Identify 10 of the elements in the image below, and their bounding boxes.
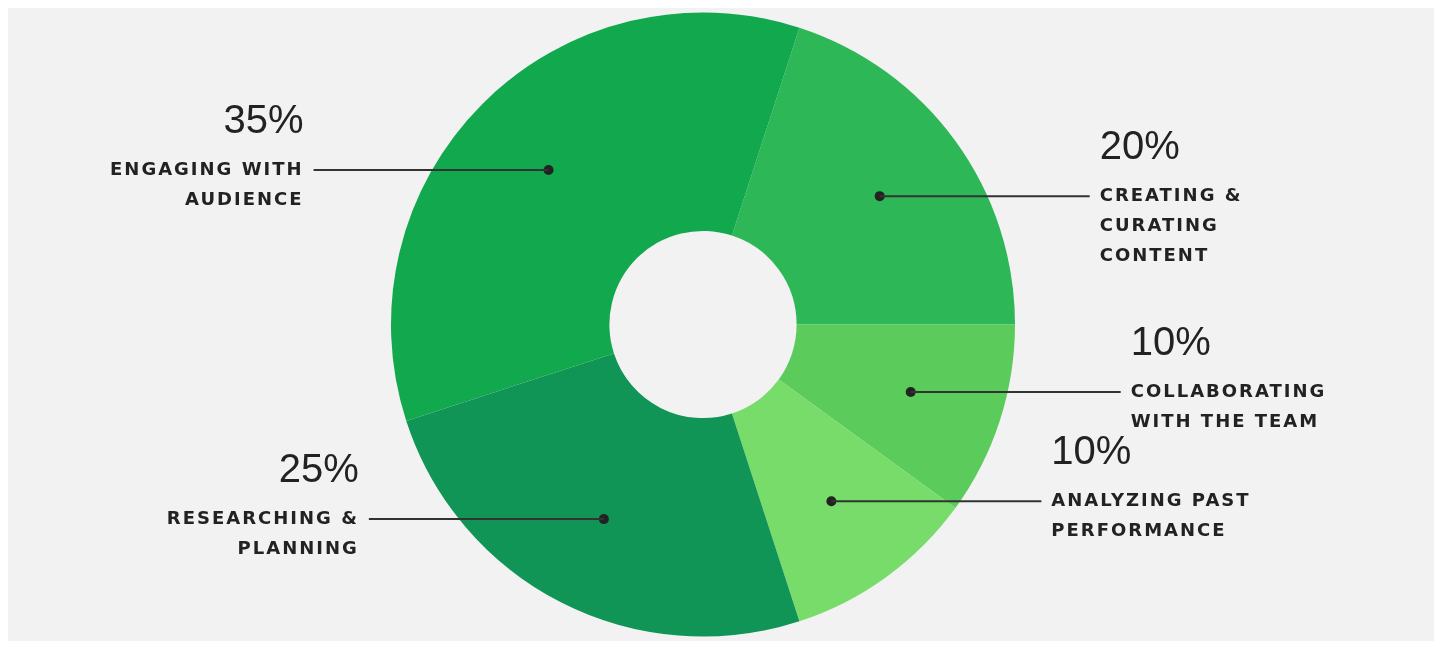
data-label: 35%	[223, 97, 304, 142]
data-label: 10%	[1130, 319, 1211, 364]
slice-label: COLLABORATING WITH THE TEAM	[1130, 379, 1327, 431]
slice-label: RESEARCHING & PLANNING	[166, 506, 359, 558]
data-label: 20%	[1099, 123, 1180, 168]
slice-label: ENGAGING WITH AUDIENCE	[110, 157, 304, 209]
slice-label: CREATING & CURATING CONTENT	[1099, 183, 1243, 265]
data-label: 10%	[1051, 428, 1132, 473]
slice-label: ANALYZING PAST PERFORMANCE	[1051, 488, 1251, 540]
data-label: 25%	[278, 446, 359, 491]
